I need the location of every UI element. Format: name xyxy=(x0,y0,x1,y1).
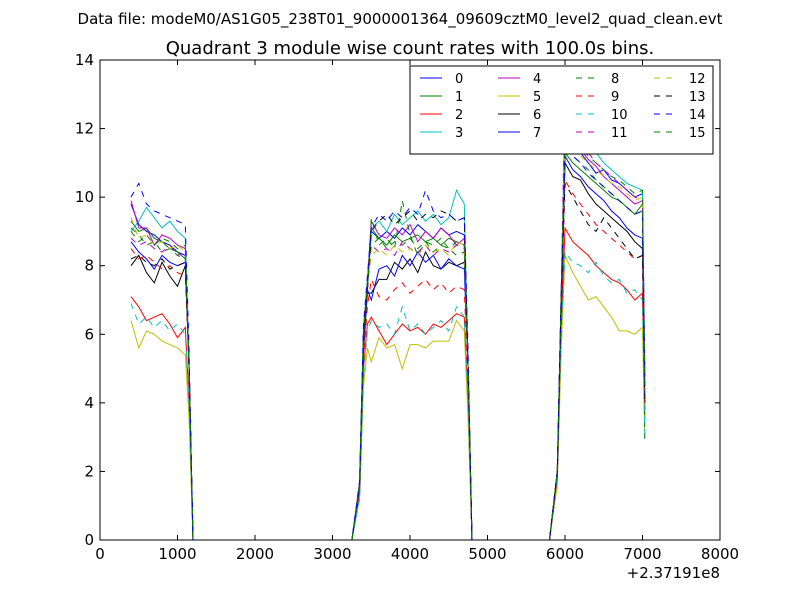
legend-label-11: 11 xyxy=(611,126,628,141)
figure-suptitle: Data file: modeM0/AS1G05_238T01_90000013… xyxy=(78,10,723,29)
x-tick-label: 1000 xyxy=(158,545,196,563)
series-line-14 xyxy=(130,144,646,541)
y-tick-label: 6 xyxy=(84,325,94,343)
y-tick-label: 4 xyxy=(84,394,94,412)
x-tick-label: 4000 xyxy=(391,545,429,563)
x-tick-label: 6000 xyxy=(546,545,584,563)
legend-label-1: 1 xyxy=(455,90,463,105)
legend-box xyxy=(409,65,714,155)
y-tick-label: 0 xyxy=(84,531,94,549)
legend-label-10: 10 xyxy=(611,108,628,123)
chart-title: Quadrant 3 module wise count rates with … xyxy=(166,38,655,59)
x-tick-label: 7000 xyxy=(623,545,661,563)
tick-layer: 0 1000 2000 3000 4000 5000 6000 7000 80000246810… xyxy=(75,51,739,563)
y-tick-label: 14 xyxy=(75,51,94,69)
legend-label-14: 14 xyxy=(689,108,706,123)
series-line-15 xyxy=(130,119,646,541)
legend-label-5: 5 xyxy=(533,90,541,105)
legend-label-12: 12 xyxy=(689,72,706,87)
y-tick-label: 12 xyxy=(75,120,94,138)
y-tick-label: 2 xyxy=(84,462,94,480)
series-line-12 xyxy=(130,130,646,541)
legend-label-8: 8 xyxy=(611,72,619,87)
x-tick-label: 8000 xyxy=(701,545,739,563)
x-tick-label: 2000 xyxy=(236,545,274,563)
legend-label-6: 6 xyxy=(533,108,541,123)
series-line-5 xyxy=(130,255,646,541)
legend-label-7: 7 xyxy=(533,126,541,141)
x-tick-label: 0 xyxy=(95,545,105,563)
y-tick-label: 10 xyxy=(75,188,94,206)
x-tick-label: 5000 xyxy=(468,545,506,563)
legend-label-15: 15 xyxy=(689,126,706,141)
x-offset-label: +2.37191e8 xyxy=(627,564,720,582)
series-line-9 xyxy=(130,178,646,541)
legend-label-0: 0 xyxy=(455,72,463,87)
legend-label-4: 4 xyxy=(533,72,541,87)
series-line-13 xyxy=(130,181,646,541)
legend-label-13: 13 xyxy=(689,90,706,105)
legend-label-9: 9 xyxy=(611,90,619,105)
x-tick-label: 3000 xyxy=(313,545,351,563)
legend-label-3: 3 xyxy=(455,126,463,141)
legend-label-2: 2 xyxy=(455,108,463,123)
y-tick-label: 8 xyxy=(84,257,94,275)
